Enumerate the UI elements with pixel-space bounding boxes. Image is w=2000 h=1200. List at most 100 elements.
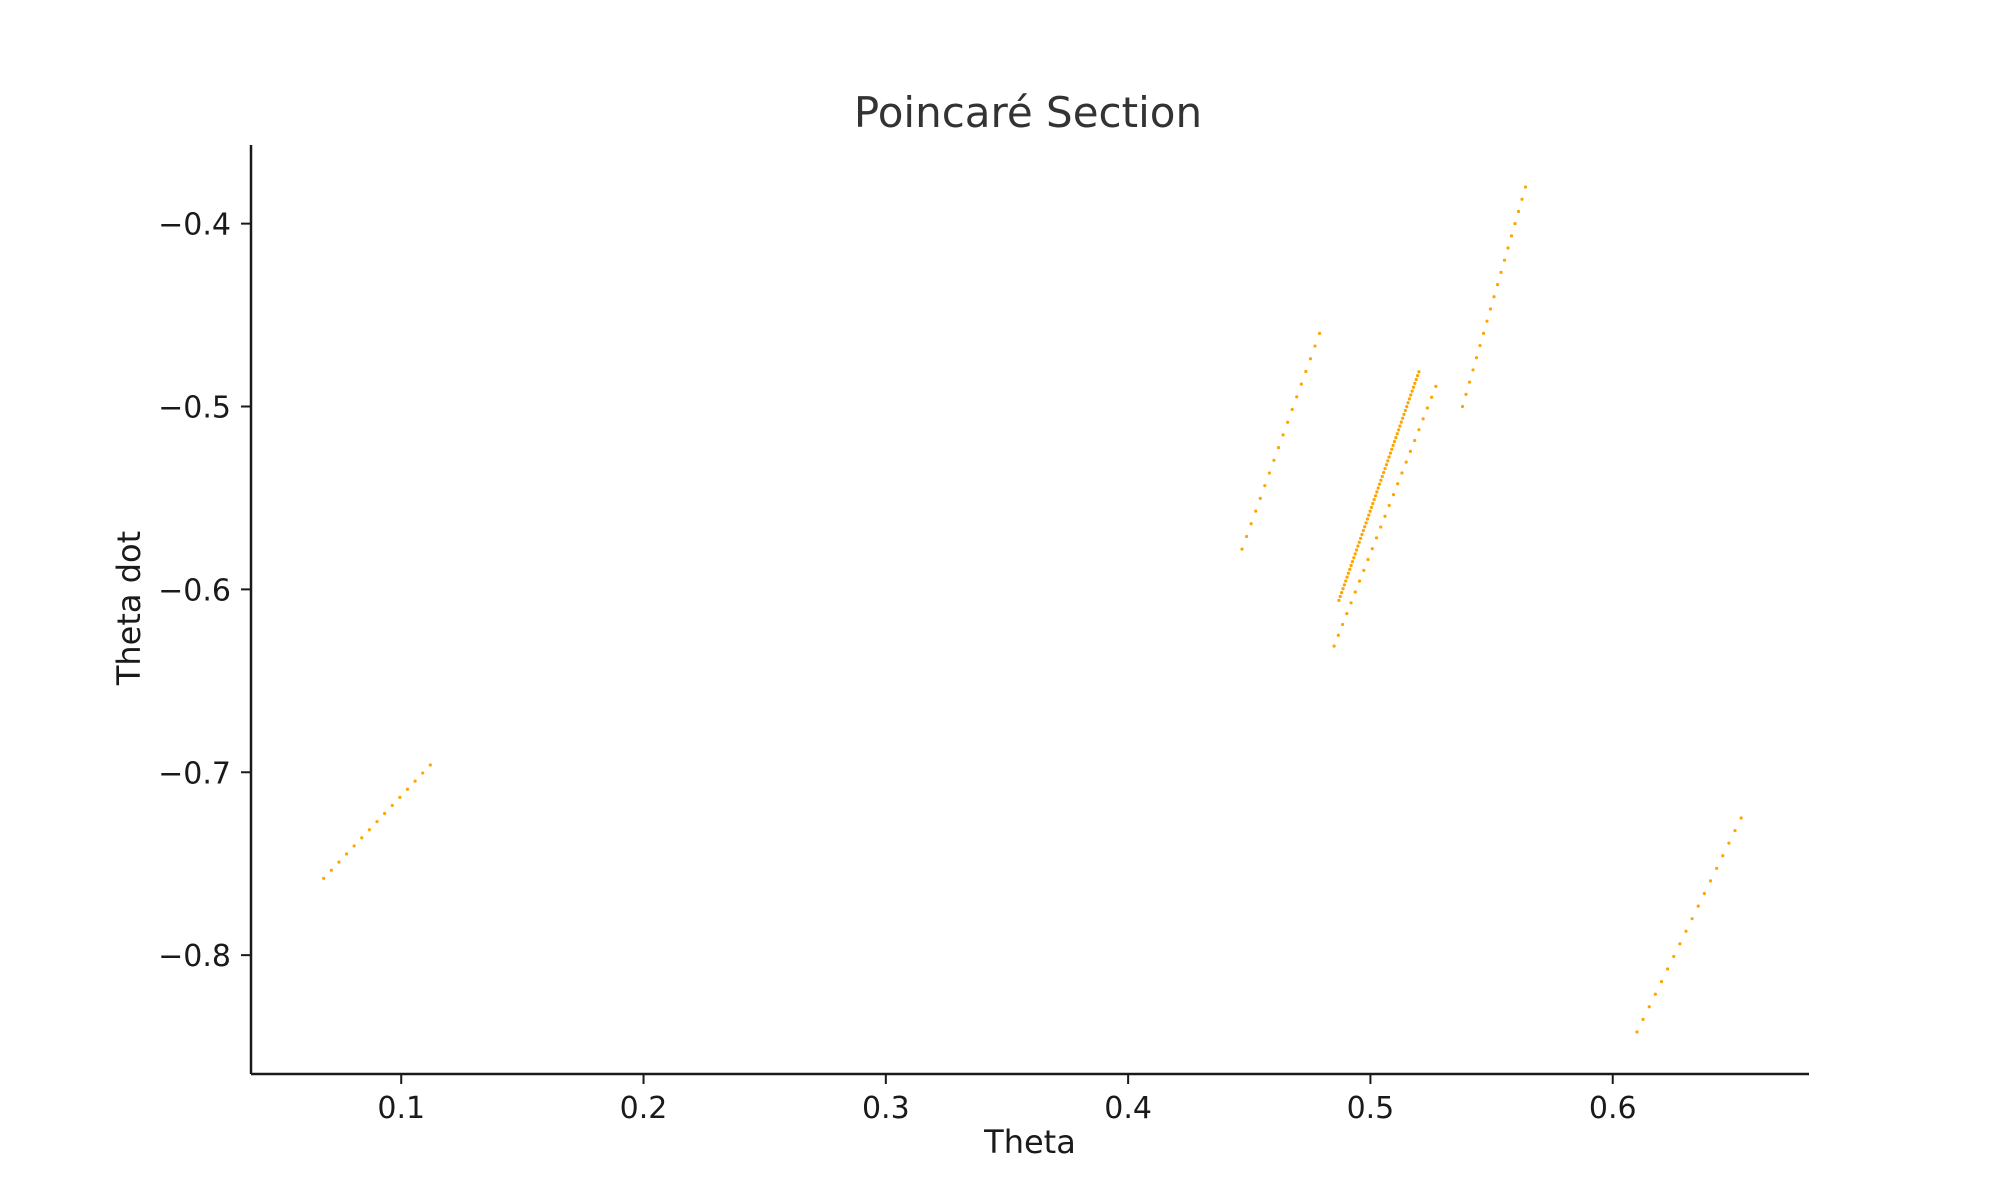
scatter-point (1354, 548, 1359, 552)
scatter-point (1380, 474, 1384, 478)
scatter-point (1405, 405, 1409, 409)
y-tick-label: −0.5 (158, 391, 231, 426)
scatter-point (1516, 209, 1521, 214)
scatter-point (1281, 433, 1285, 437)
y-tick-label: −0.7 (158, 756, 231, 791)
scatter-points (322, 185, 1743, 1034)
scatter-point (1398, 424, 1402, 428)
x-axis-ticks: 0.1 0.2 0.3 0.4 0.5 0.6 (377, 1074, 1637, 1126)
scatter-point (1317, 331, 1322, 335)
scatter-point (1366, 557, 1370, 562)
scatter-point (1254, 509, 1258, 513)
scatter-point (1391, 443, 1395, 447)
scatter-point (1417, 370, 1421, 374)
scatter-point (1346, 571, 1351, 575)
scatter-point (1357, 540, 1361, 544)
scatter-point (1715, 866, 1719, 870)
scatter-point (1411, 385, 1416, 389)
scatter-point (1395, 432, 1399, 436)
scatter-point (1345, 612, 1349, 616)
scatter-point (413, 779, 417, 783)
scatter-point (1672, 954, 1676, 959)
scatter-point (1403, 408, 1407, 413)
scatter-point (1392, 439, 1397, 444)
scatter-point (1471, 368, 1475, 372)
scatter-point (352, 844, 356, 848)
scatter-point (398, 795, 402, 799)
y-tick-label: −0.6 (158, 573, 231, 608)
scatter-point (1337, 598, 1341, 602)
x-tick-label: 0.6 (1589, 1091, 1637, 1126)
scatter-point (1404, 460, 1408, 464)
scatter-point (1690, 917, 1694, 921)
scatter-point (1286, 420, 1290, 424)
scatter-point (1364, 521, 1368, 525)
scatter-point (383, 811, 387, 816)
scatter-point (1368, 509, 1372, 513)
scatter-point (1495, 282, 1500, 287)
scatter-point (1272, 458, 1276, 462)
scatter-point (1410, 389, 1414, 393)
scatter-point (1332, 644, 1336, 648)
scatter-point (1467, 380, 1472, 384)
scatter-point (1361, 529, 1365, 533)
scatter-point (1313, 344, 1317, 348)
scatter-point (1290, 407, 1294, 412)
scatter-point (1387, 455, 1391, 459)
scatter-point (1348, 567, 1352, 571)
scatter-point (1341, 587, 1345, 591)
scatter-point (428, 763, 432, 767)
scatter-point (1399, 420, 1403, 424)
scatter-point (1365, 517, 1369, 521)
x-tick-label: 0.2 (620, 1091, 668, 1126)
scatter-point (1369, 505, 1374, 509)
scatter-point (1340, 622, 1345, 627)
scatter-point (1276, 446, 1281, 450)
scatter-point (1362, 568, 1366, 572)
scatter-point (367, 828, 371, 832)
scatter-point (1375, 490, 1379, 494)
scatter-point (1478, 343, 1482, 348)
scatter-point (1356, 544, 1360, 548)
scatter-point (1352, 556, 1356, 560)
scatter-point (1383, 467, 1387, 471)
scatter-point (344, 852, 349, 856)
x-tick-label: 0.4 (1104, 1091, 1152, 1126)
scatter-point (1357, 579, 1362, 583)
chart-title: Poincaré Section (854, 88, 1202, 137)
scatter-point (1488, 307, 1493, 311)
scatter-point (1353, 552, 1357, 556)
scatter-point (1267, 471, 1271, 475)
scatter-point (1336, 633, 1340, 637)
scatter-point (1417, 428, 1421, 432)
scatter-point (1249, 522, 1253, 526)
scatter-point (1666, 967, 1670, 971)
scatter-point (1344, 579, 1348, 583)
scatter-point (1394, 436, 1398, 440)
scatter-point (1345, 575, 1349, 579)
y-tick-label: −0.8 (158, 939, 231, 974)
scatter-point (1434, 384, 1438, 388)
scatter-point (1349, 563, 1353, 568)
scatter-point (1308, 357, 1313, 361)
scatter-point (1338, 594, 1342, 599)
scatter-point (1370, 547, 1374, 551)
y-axis-ticks: −0.4 −0.5 −0.6 −0.7 −0.8 (158, 208, 251, 974)
scatter-point (1386, 459, 1390, 463)
scatter-point (1342, 583, 1346, 587)
scatter-point (1384, 463, 1388, 467)
scatter-point (1263, 484, 1267, 488)
scatter-point (1304, 369, 1308, 374)
scatter-point (421, 771, 425, 775)
scatter-point (1708, 879, 1713, 883)
scatter-point (1696, 904, 1700, 908)
scatter-point (1513, 222, 1517, 226)
scatter-point (1360, 532, 1364, 537)
scatter-point (1415, 374, 1420, 378)
scatter-point (1350, 560, 1355, 564)
scatter-point (1396, 428, 1401, 432)
scatter-point (1295, 395, 1299, 399)
scatter-point (1240, 547, 1244, 551)
scatter-point (1727, 841, 1731, 845)
scatter-point (1492, 295, 1496, 299)
